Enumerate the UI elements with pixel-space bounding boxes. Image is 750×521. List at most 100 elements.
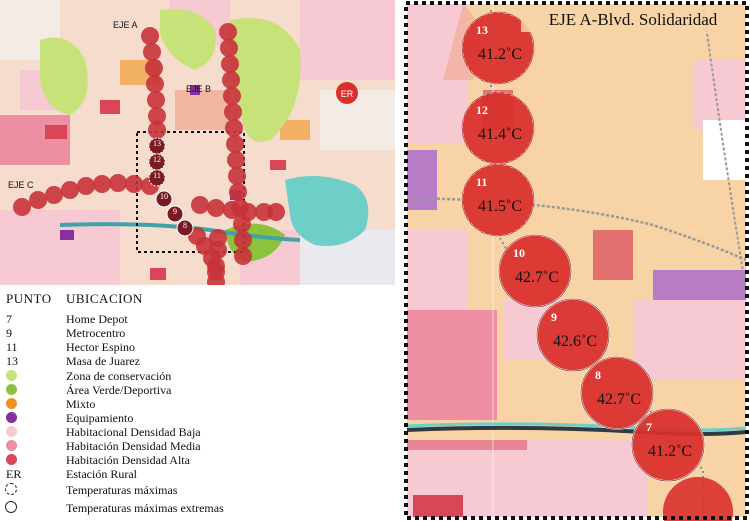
temperature-circles-detail: 13 41.2˚C 12 41.4˚C 11 41.5˚C 10 42.7˚C 9 42.6˚C 8… [461, 11, 705, 482]
detail-circle-temperature: 41.2˚C [478, 46, 522, 63]
medium-density-swatch [6, 440, 17, 451]
legend-landuse-row: Habitacional Densidad Baja [0, 425, 395, 439]
legend-point-num: 11 [6, 340, 18, 354]
overview-temperature-circle [191, 196, 209, 214]
overview-temperature-circle [13, 198, 31, 216]
detail-circle-number: 8 [595, 368, 601, 382]
overview-temperature-circle [146, 75, 164, 93]
detail-circle-temperature: 41.4˚C [478, 126, 522, 143]
detail-circle-temperature: 42.6˚C [553, 333, 597, 350]
legend-col-location: UBICACION [66, 291, 143, 306]
detail-circle-outline [461, 11, 535, 85]
overview-temperature-circle [45, 186, 63, 204]
overview-highlight-circle [155, 190, 173, 208]
legend-point-row: 7 Home Depot [0, 312, 395, 326]
overview-temperature-circle [93, 175, 111, 193]
dashed-circle-icon [5, 483, 17, 495]
legend-point-name: Masa de Juarez [66, 354, 140, 368]
legend-point-name: Hector Espino [66, 340, 135, 354]
overview-circle-labels: 13 12 11 10 9 8 [153, 139, 187, 230]
overview-temperature-circle [220, 39, 238, 57]
equipment-swatch [6, 412, 17, 423]
axis-c-label: EJE C [8, 180, 34, 190]
legend-point-name: Home Depot [66, 312, 128, 326]
legend-landuse-row: Equipamiento [0, 411, 395, 425]
water-body [285, 176, 369, 246]
legend-landuse-row: Habitación Densidad Media [0, 439, 395, 453]
detail-circle-outline [498, 234, 572, 308]
detail-circle-outline [580, 356, 654, 430]
detail-map-title: EJE A-Blvd. Solidaridad [549, 10, 718, 29]
detail-circle-outline [536, 298, 610, 372]
legend-rural-label: Estación Rural [66, 467, 137, 481]
mixed-swatch [6, 398, 17, 409]
detail-frame [404, 1, 749, 520]
legend-point-row: 11 Hector Espino [0, 340, 395, 354]
detail-circle-number: 10 [513, 246, 525, 260]
overview-temperature-circle [221, 55, 239, 73]
overview-highlight-circle [176, 219, 194, 237]
overview-temperature-circle [239, 203, 257, 221]
legend-maxtemp-extreme-row: Temperaturas máximas extremas [0, 501, 395, 515]
overview-temperature-circle [226, 135, 244, 153]
overview-highlight-circle [166, 205, 184, 223]
legend-point-num: 7 [6, 312, 12, 326]
overview-temperature-circle [209, 229, 227, 247]
legend-rural-abbr: ER [6, 467, 22, 481]
overview-temperature-circle [203, 249, 221, 267]
detail-circle-number: 9 [551, 310, 557, 324]
high-density-swatch [6, 454, 17, 465]
river-line [59, 222, 301, 242]
overview-temperature-circle [109, 174, 127, 192]
legend-landuse-label: Habitación Densidad Media [66, 439, 201, 453]
overview-temperature-circle [234, 231, 252, 249]
detail-circle-outline [631, 408, 705, 482]
overview-temperature-circle [222, 71, 240, 89]
detail-circle-number: 7 [646, 420, 652, 434]
detail-map: 13 41.2˚C 12 41.4˚C 11 41.5˚C 10 42.7˚C 9 42.6˚C 8… [403, 0, 750, 521]
temperature-circles-overview [13, 23, 285, 285]
legend-point-row: 13 Masa de Juarez [0, 354, 395, 368]
partial-temperature-circle [663, 477, 733, 521]
overview-num-12: 12 [153, 155, 161, 164]
detail-circle-temperature: 41.5˚C [478, 198, 522, 215]
river-line [406, 425, 747, 436]
legend-point-row: 9 Metrocentro [0, 326, 395, 340]
map-legend: PUNTO UBICACION 7 Home Depot 9 Metrocent… [0, 285, 395, 521]
overview-num-13: 13 [153, 139, 161, 148]
rural-station-label: ER [341, 89, 354, 99]
detail-circle-number: 11 [476, 175, 487, 189]
overview-num-11: 11 [153, 171, 161, 180]
overview-temperature-circle [219, 23, 237, 41]
legend-landuse-label: Zona de conservación [66, 369, 172, 383]
solid-circle-icon [5, 501, 17, 513]
detail-circle-outline [461, 163, 535, 237]
overview-temperature-circle [267, 203, 285, 221]
low-density-swatch [6, 426, 17, 437]
legend-landuse-row: Mixto [0, 397, 395, 411]
overview-temperature-circle [125, 175, 143, 193]
legend-landuse-row: Habitación Densidad Alta [0, 453, 395, 467]
overview-temperature-circle [223, 87, 241, 105]
green-area-swatch [6, 384, 17, 395]
detail-map-canvas: 13 41.2˚C 12 41.4˚C 11 41.5˚C 10 42.7˚C 9 42.6˚C 8… [404, 1, 749, 521]
legend-maxtemp-extreme-label: Temperaturas máximas extremas [66, 501, 224, 515]
legend-maxtemp-row: Temperaturas máximas [0, 483, 395, 497]
detail-circle-temperature: 42.7˚C [597, 391, 641, 408]
overview-temperature-circle [224, 103, 242, 121]
overview-temperature-circle [234, 247, 252, 265]
legend-landuse-label: Habitación Densidad Alta [66, 453, 190, 467]
legend-rural-row: ER Estación Rural [0, 467, 395, 481]
conservation-swatch [6, 370, 17, 381]
overview-temperature-circle [148, 107, 166, 125]
legend-point-num: 13 [6, 354, 18, 368]
detail-circle-number: 13 [476, 23, 488, 37]
legend-landuse-label: Área Verde/Deportiva [66, 383, 172, 397]
overview-num-8: 8 [183, 221, 187, 230]
conservation-zones [40, 9, 301, 262]
legend-landuse-label: Habitacional Densidad Baja [66, 425, 201, 439]
detail-land-use [407, 4, 746, 517]
legend-landuse-row: Zona de conservación [0, 369, 395, 383]
overview-num-9: 9 [173, 207, 177, 216]
legend-maxtemp-label: Temperaturas máximas [66, 483, 178, 497]
